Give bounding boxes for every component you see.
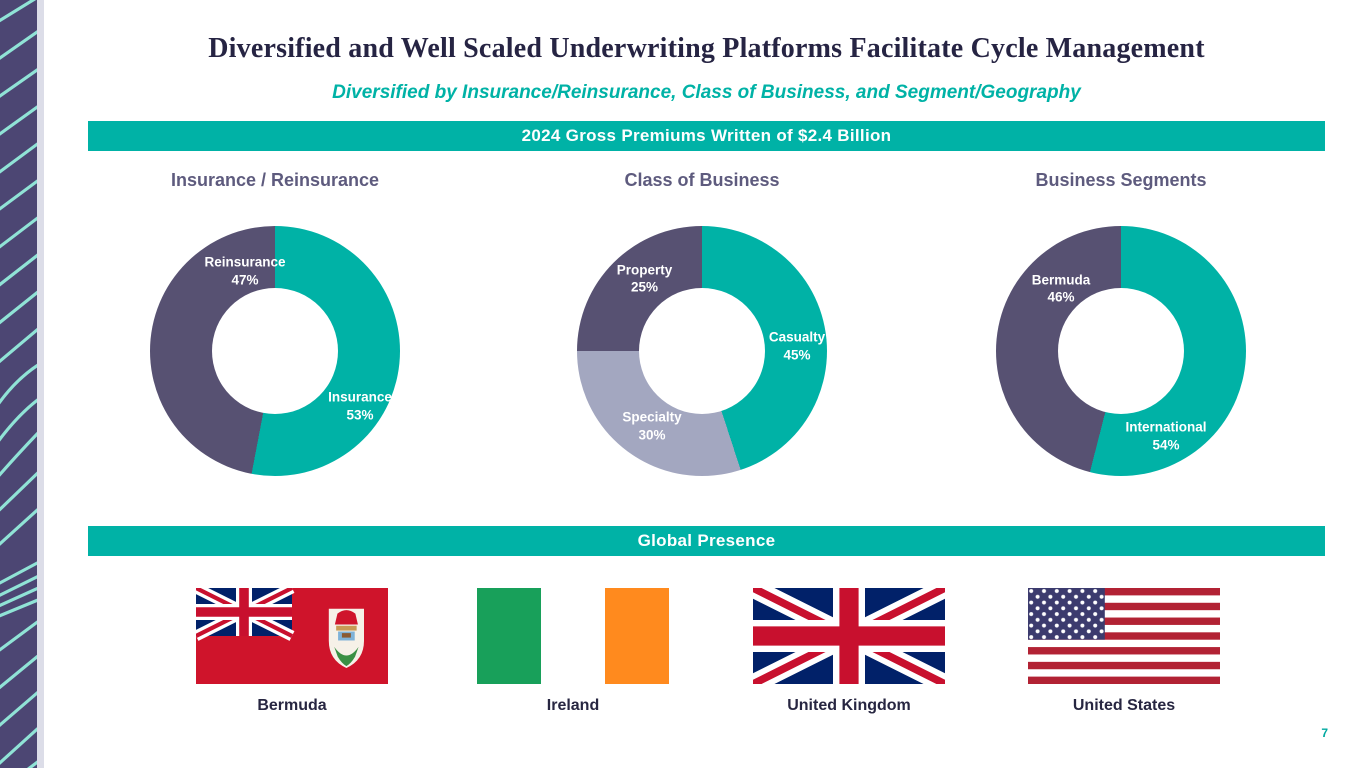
bermuda-flag-icon (196, 588, 388, 684)
slice-label-bermuda: Bermuda 46% (1031, 271, 1091, 305)
donut-chart-insurance-reinsurance: Insurance 53% Reinsurance 47% (150, 226, 400, 476)
chart-title: Business Segments (1035, 170, 1207, 190)
united-states-flag-icon (1028, 588, 1220, 684)
chart-group-class-of-business: Class of Business Casualty 45% Specialty 30… (577, 170, 827, 476)
country-ireland: Ireland (477, 588, 669, 715)
donut-hole (212, 288, 338, 414)
chart-group-insurance-reinsurance: Insurance / Reinsurance Insurance 53% Rein… (150, 170, 400, 476)
chart-group-business-segments: Business Segments International 54% Bermud… (996, 170, 1246, 476)
slice-label-insurance: Insurance 53% (328, 389, 392, 422)
gross-premiums-banner: 2024 Gross Premiums Written of $2.4 Bill… (88, 121, 1325, 151)
contour-lines-graphic (0, 0, 37, 768)
country-label: United Kingdom (787, 697, 911, 714)
page-title: Diversified and Well Scaled Underwriting… (208, 33, 1205, 64)
donut-chart-business-segments: International 54% Bermuda 46% (996, 226, 1246, 476)
country-label: Bermuda (257, 697, 327, 714)
country-bermuda: Bermuda (196, 588, 388, 715)
donut-chart-class-of-business: Casualty 45% Specialty 30% Property 25% (577, 226, 827, 476)
page-subtitle: Diversified by Insurance/Reinsurance, Cl… (332, 82, 1081, 103)
union-jack-canton (196, 588, 295, 641)
country-label: United States (1072, 697, 1176, 714)
chart-title: Insurance / Reinsurance (170, 170, 380, 190)
bermuda-coat-of-arms (328, 608, 364, 668)
united-kingdom-flag-icon (753, 588, 945, 684)
page-number: 7 (1321, 726, 1328, 740)
slice-label-specialty: Specialty 30% (622, 409, 682, 442)
chart-title: Class of Business (624, 170, 780, 190)
donut-hole (1058, 288, 1184, 414)
slice-label-international: International 54% (1125, 419, 1207, 452)
sidebar-decoration (0, 0, 37, 768)
country-united-states: United States (1028, 588, 1220, 715)
sidebar-gap (37, 0, 44, 768)
donut-hole (639, 288, 765, 414)
country-label: Ireland (546, 697, 600, 714)
global-presence-banner: Global Presence (88, 526, 1325, 556)
slice-label-reinsurance: Reinsurance 47% (204, 254, 286, 287)
slice-label-property: Property 25% (616, 261, 673, 295)
ireland-flag-icon (477, 588, 669, 684)
slice-label-casualty: Casualty 45% (768, 329, 826, 362)
country-united-kingdom: United Kingdom (753, 588, 945, 715)
